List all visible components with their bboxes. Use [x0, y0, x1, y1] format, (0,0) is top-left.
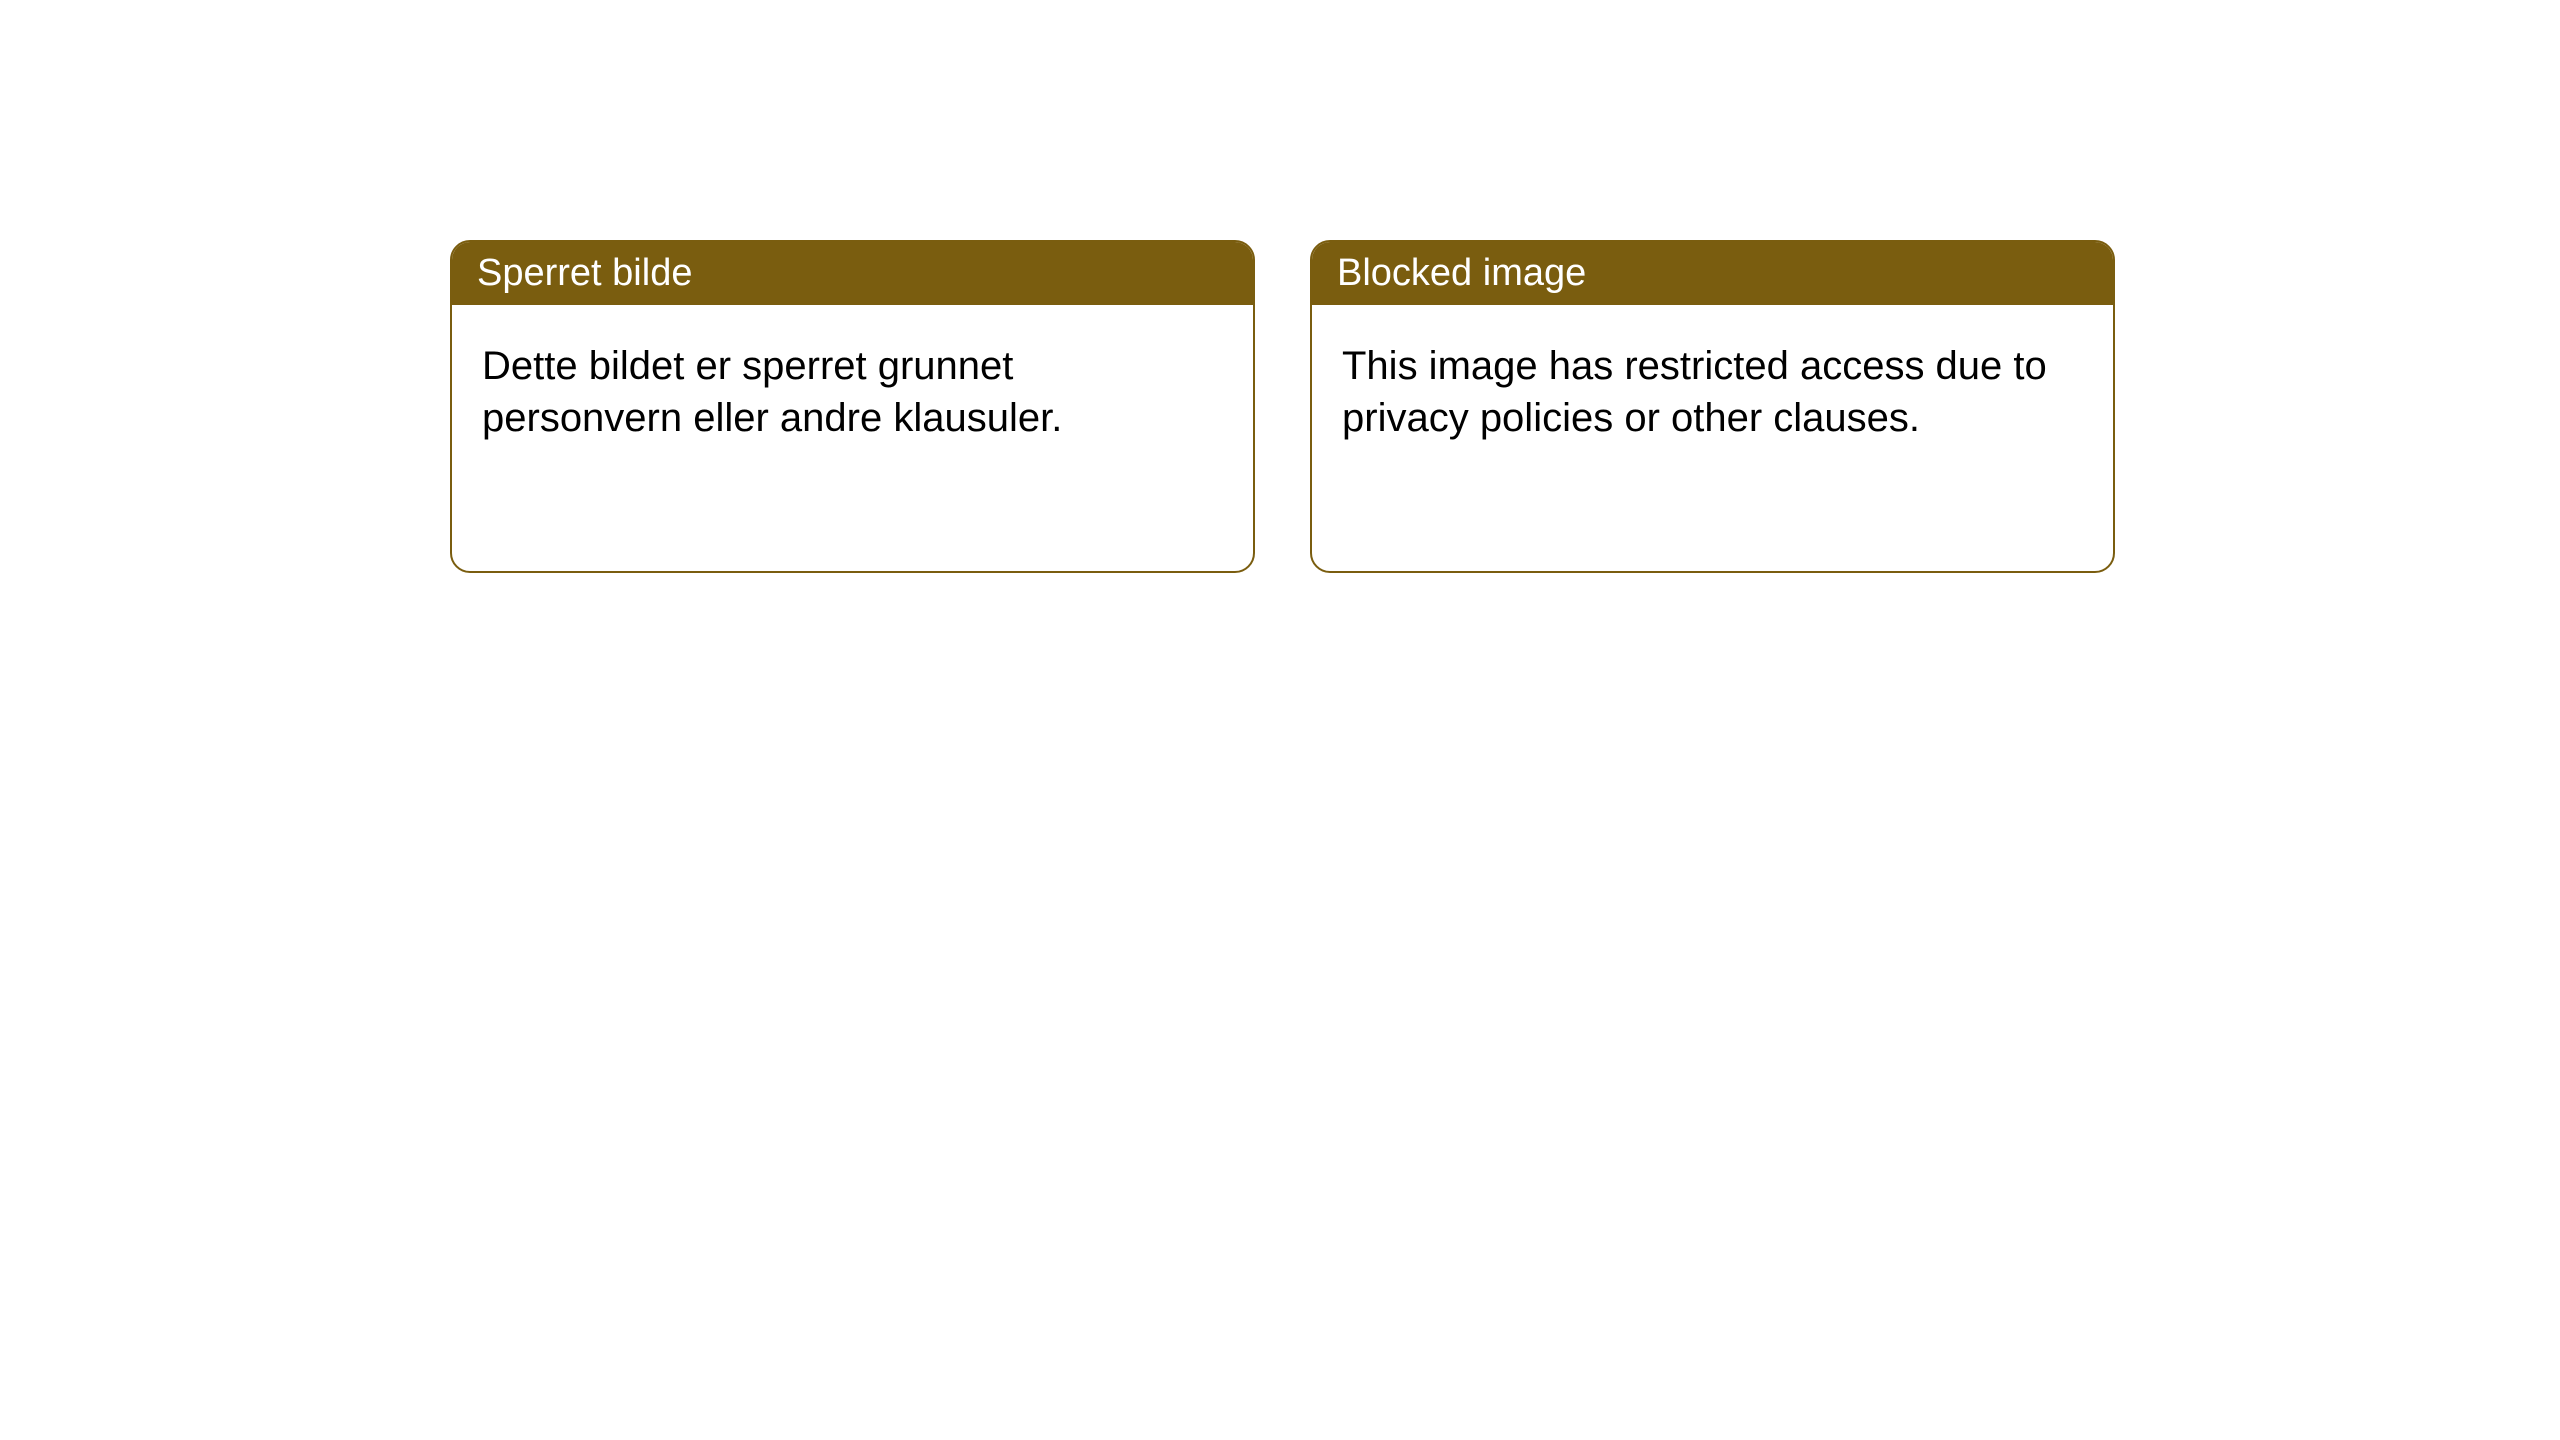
notice-card-norwegian: Sperret bilde Dette bildet er sperret gr…: [450, 240, 1255, 573]
card-body: This image has restricted access due to …: [1312, 305, 2113, 479]
notice-cards-container: Sperret bilde Dette bildet er sperret gr…: [450, 240, 2115, 573]
card-body: Dette bildet er sperret grunnet personve…: [452, 305, 1253, 479]
card-title: Sperret bilde: [477, 252, 692, 294]
card-body-text: Dette bildet er sperret grunnet personve…: [482, 344, 1062, 440]
card-title: Blocked image: [1337, 252, 1586, 294]
card-header: Blocked image: [1312, 242, 2113, 305]
card-body-text: This image has restricted access due to …: [1342, 344, 2047, 440]
notice-card-english: Blocked image This image has restricted …: [1310, 240, 2115, 573]
card-header: Sperret bilde: [452, 242, 1253, 305]
